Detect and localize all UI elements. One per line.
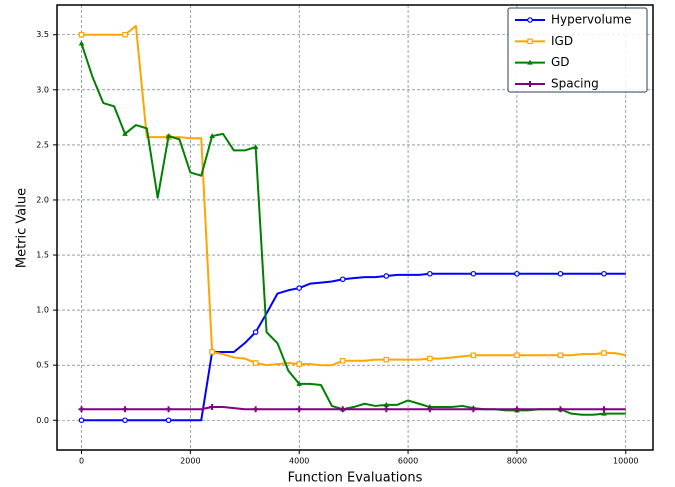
point-marker <box>339 406 346 413</box>
y-axis-label: Metric Value <box>15 188 30 268</box>
point-marker <box>296 361 303 367</box>
point-marker <box>470 406 477 413</box>
point-marker <box>296 380 303 386</box>
series-line <box>80 43 626 416</box>
point-marker <box>209 133 215 139</box>
legend-label: Hypervolume <box>551 13 632 27</box>
point-marker <box>383 356 390 363</box>
point-marker <box>165 406 172 413</box>
series-line <box>81 272 626 422</box>
y-tick-label: 0.5 <box>36 361 49 370</box>
legend-label: IGD <box>551 34 573 48</box>
y-tick-label: 2.5 <box>36 140 49 149</box>
point-marker <box>78 31 85 38</box>
point-marker <box>470 270 477 277</box>
legend-marker <box>527 59 533 65</box>
point-marker <box>209 349 215 355</box>
x-tick-label: 10000 <box>613 457 638 466</box>
x-tick-label: 6000 <box>398 457 418 466</box>
point-marker <box>557 352 564 359</box>
x-tick-label: 4000 <box>289 457 309 466</box>
y-tick-label: 1.0 <box>36 306 49 315</box>
y-tick-label: 3.0 <box>36 85 49 94</box>
point-marker <box>296 285 303 291</box>
point-marker <box>78 417 85 424</box>
point-marker <box>122 406 129 413</box>
point-marker <box>78 406 85 413</box>
legend-marker <box>527 81 533 87</box>
point-marker <box>513 406 520 413</box>
point-marker <box>296 406 303 413</box>
plot-frame <box>56 4 654 451</box>
point-marker <box>165 133 172 139</box>
point-marker <box>601 350 607 356</box>
y-tick-label: 2.0 <box>36 195 49 204</box>
legend-box <box>507 7 648 93</box>
legend-label: Spacing <box>551 77 599 91</box>
point-marker <box>252 144 259 150</box>
y-tick-label: 1.5 <box>36 251 49 260</box>
point-marker <box>383 406 390 413</box>
legend: Hypervolume IGD GD Spacing <box>507 7 648 93</box>
point-marker <box>252 406 259 413</box>
point-marker <box>122 31 128 38</box>
point-marker <box>426 406 433 413</box>
series-line <box>81 406 626 411</box>
x-axis-label: Function Evaluations <box>288 471 423 486</box>
point-marker <box>252 329 259 335</box>
point-marker <box>209 404 216 411</box>
point-marker <box>427 355 433 362</box>
point-marker <box>601 270 607 277</box>
point-marker <box>470 352 477 359</box>
point-marker <box>122 417 128 424</box>
point-marker <box>601 406 608 413</box>
legend-marker <box>527 17 533 23</box>
legend-marker <box>527 38 533 45</box>
point-marker <box>252 360 259 366</box>
point-marker <box>383 273 390 279</box>
y-tick-label: 3.5 <box>36 30 49 39</box>
x-tick-label: 8000 <box>507 457 527 466</box>
point-marker <box>122 130 128 136</box>
point-marker <box>514 352 520 359</box>
point-marker <box>557 406 564 413</box>
legend-label: GD <box>551 55 570 69</box>
point-marker <box>601 410 607 416</box>
point-marker <box>165 417 172 424</box>
point-marker <box>339 276 346 283</box>
point-marker <box>514 270 520 277</box>
x-tick-label: 2000 <box>180 457 200 466</box>
point-marker <box>78 40 85 46</box>
point-marker <box>427 270 433 277</box>
y-tick-label: 0.0 <box>36 416 49 425</box>
x-tick-label: 0 <box>79 457 84 466</box>
point-marker <box>557 270 564 277</box>
point-marker <box>339 357 346 364</box>
point-marker <box>383 401 390 407</box>
